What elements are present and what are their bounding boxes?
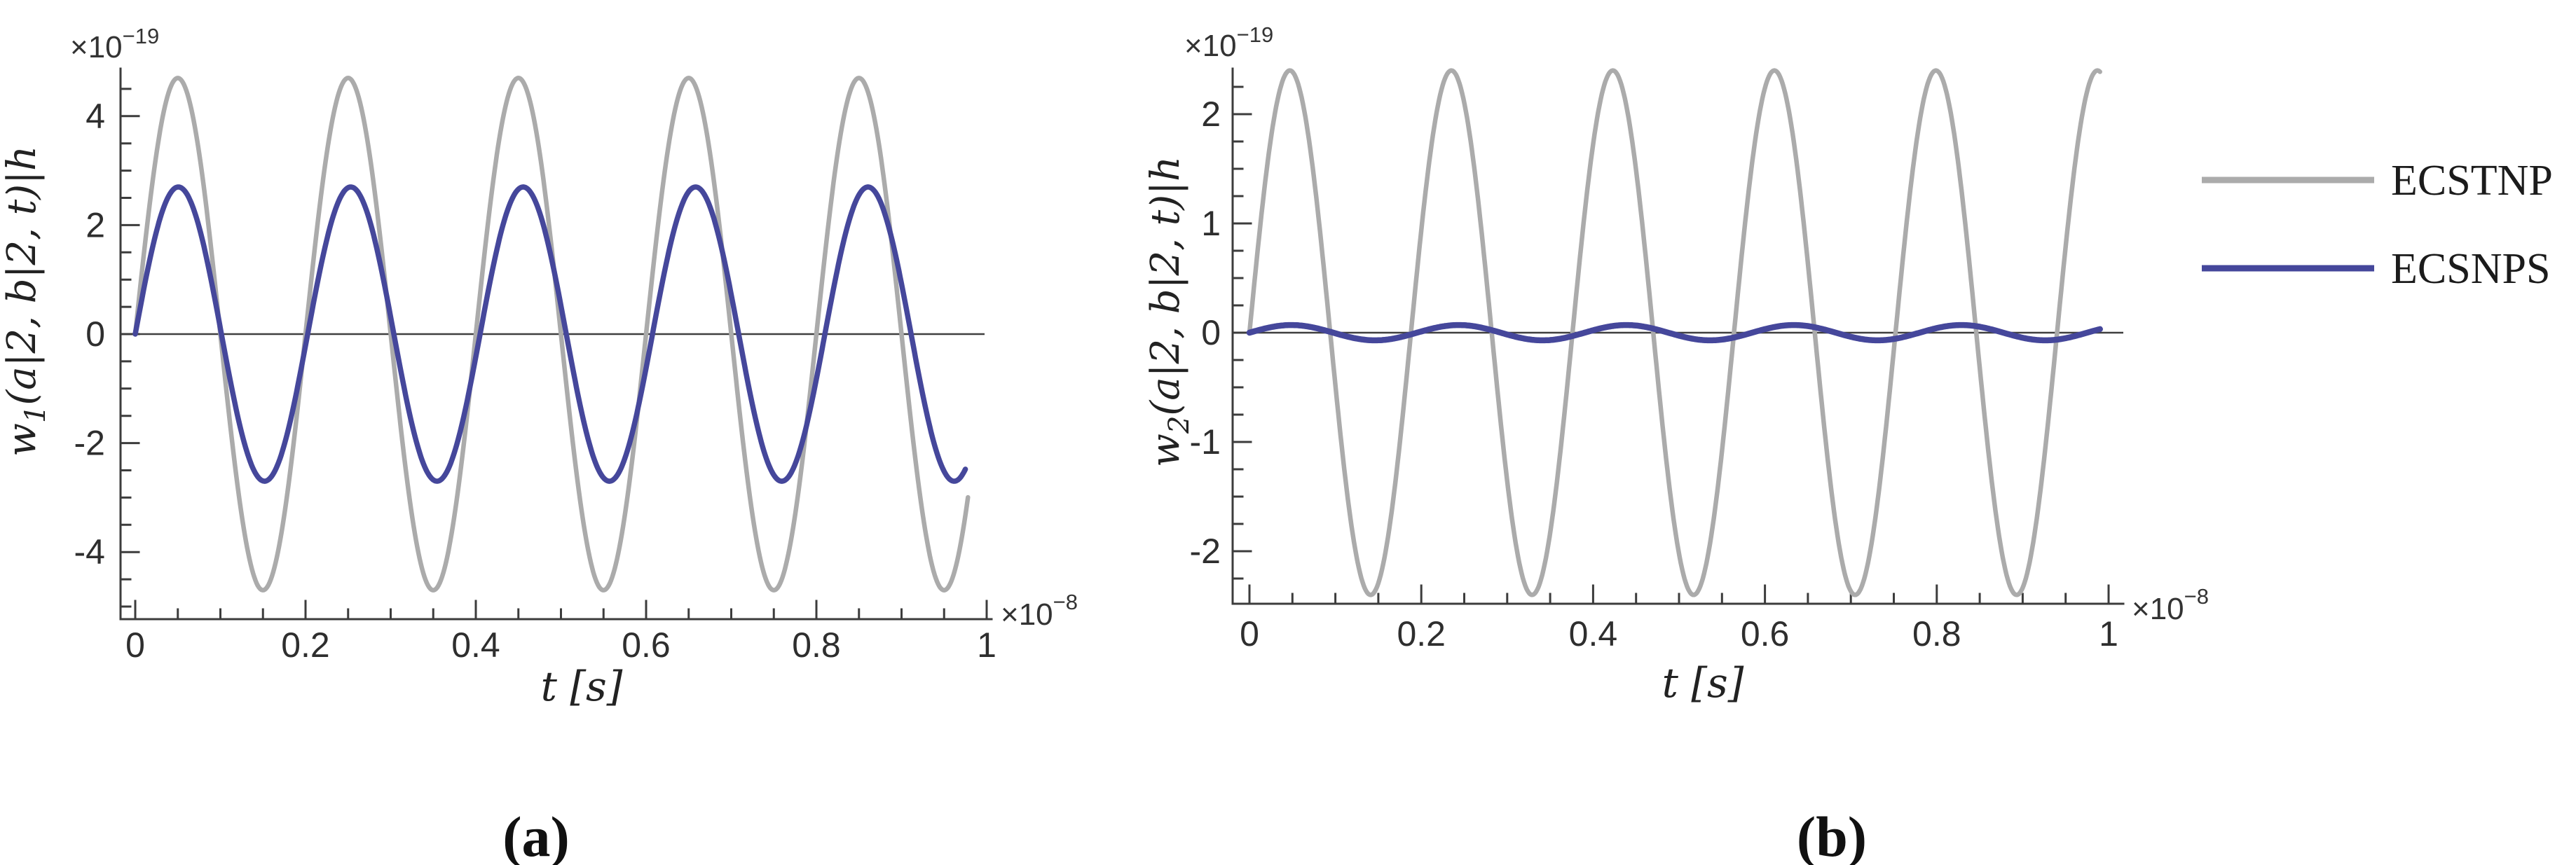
x-tick-label: 0.2 xyxy=(1397,614,1446,653)
x-tick-label: 0.6 xyxy=(1741,614,1790,653)
y-tick-label: 2 xyxy=(85,205,105,244)
plot-a-x-scale-label: ×10−8 xyxy=(1001,590,1078,632)
y-tick-label: -2 xyxy=(1190,532,1221,571)
plot-b-y-scale-label: ×10−19 xyxy=(1184,22,1273,63)
y-tick-label: 4 xyxy=(85,97,105,136)
plot-b: 2 1 0 -1 -2 0 0.2 0.4 0.6 0.8 1 ×10−19 ×10−8 w2(a|… xyxy=(1143,22,2209,707)
y-tick-label: 2 xyxy=(1201,95,1221,134)
x-tick-label: 0.4 xyxy=(1569,614,1618,653)
x-tick-label: 1 xyxy=(2099,614,2118,653)
x-tick-label: 0.6 xyxy=(622,625,671,665)
plot-a-generated: 4 2 0 -2 -4 0 0.2 0.4 0.6 0.8 1 xyxy=(74,67,996,665)
legend-label-ecstnp: ECSTNP xyxy=(2391,157,2553,205)
legend: ECSTNP ECSNPS xyxy=(2202,157,2553,293)
y-tick-label: 1 xyxy=(1201,204,1221,243)
y-tick-label: -4 xyxy=(74,532,105,572)
plot-b-x-scale-label: ×10−8 xyxy=(2132,584,2209,626)
caption-b: (b) xyxy=(1797,805,1867,865)
x-tick-label: 0.8 xyxy=(792,625,841,665)
plot-b-x-axis-label: t [s] xyxy=(1662,659,1744,707)
x-tick-label: 1 xyxy=(977,625,996,665)
plot-a: 4 2 0 -2 -4 0 0.2 0.4 0.6 0.8 1 ×10−19 ×10−8 w1(a|… xyxy=(0,24,1078,710)
x-tick-label: 0.4 xyxy=(451,625,500,665)
plot-a-x-axis-label: t [s] xyxy=(541,663,623,710)
plot-a-y-axis-label: w1(a|2, b|2, t)|h xyxy=(0,146,52,457)
x-tick-label: 0 xyxy=(1240,614,1259,653)
plot-b-generated: 2 1 0 -1 -2 0 0.2 0.4 0.6 0.8 1 xyxy=(1190,67,2125,653)
y-tick-label: -1 xyxy=(1190,422,1221,462)
plot-a-y-scale-label: ×10−19 xyxy=(70,24,159,64)
legend-label-ecsnps: ECSNPS xyxy=(2391,245,2550,293)
plot-b-y-axis-label: w2(a|2, b|2, t)|h xyxy=(1143,156,1195,467)
x-tick-label: 0.8 xyxy=(1912,614,1961,653)
ecsnps-curve xyxy=(1246,321,2103,344)
x-tick-label: 0.2 xyxy=(281,625,330,665)
ecstnp-curve xyxy=(1247,68,2102,597)
y-tick-label: -2 xyxy=(74,424,105,463)
caption-a: (a) xyxy=(502,805,570,865)
ecsnps-curve xyxy=(132,184,968,484)
y-tick-label: 0 xyxy=(85,314,105,354)
x-tick-label: 0 xyxy=(125,625,145,665)
y-tick-label: 0 xyxy=(1201,313,1221,352)
